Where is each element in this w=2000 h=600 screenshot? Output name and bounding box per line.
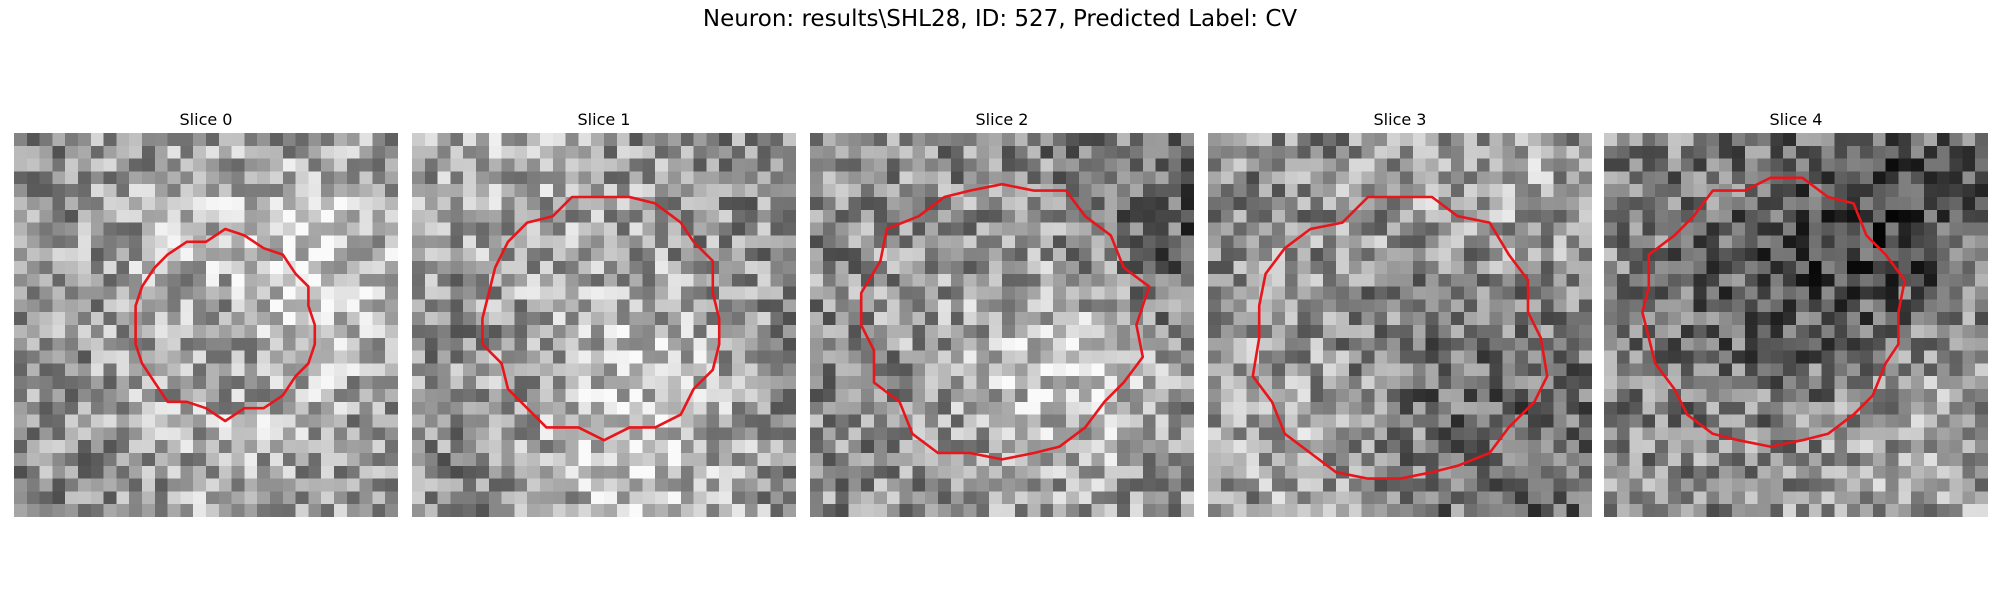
micrograph-0: [14, 133, 398, 517]
figure-title: Neuron: results\SHL28, ID: 527, Predicte…: [702, 6, 1298, 32]
pixel-grid: [810, 133, 1194, 517]
micrograph-3: [1208, 133, 1592, 517]
pixel-grid: [1604, 133, 1988, 517]
slice-title-2: Slice 2: [975, 110, 1029, 129]
roi-contour: [134, 227, 317, 423]
roi-contour: [859, 182, 1151, 461]
roi-contour: [1641, 176, 1907, 448]
slice-image-1: [412, 133, 796, 517]
slice-title-4: Slice 4: [1769, 110, 1823, 129]
slice-image-0: [14, 133, 398, 517]
slice-title-3: Slice 3: [1373, 110, 1427, 129]
slice-title-1: Slice 1: [577, 110, 631, 129]
pixel-grid: [412, 133, 796, 517]
slice-image-4: [1604, 133, 1988, 517]
slice-image-3: [1208, 133, 1592, 517]
pixel-grid: [14, 133, 398, 517]
pixel-grid: [1208, 133, 1592, 517]
micrograph-1: [412, 133, 796, 517]
micrograph-2: [810, 133, 1194, 517]
slice-image-2: [810, 133, 1194, 517]
roi-contour: [481, 195, 721, 442]
roi-contour: [1251, 195, 1549, 480]
slice-title-0: Slice 0: [179, 110, 233, 129]
micrograph-4: [1604, 133, 1988, 517]
